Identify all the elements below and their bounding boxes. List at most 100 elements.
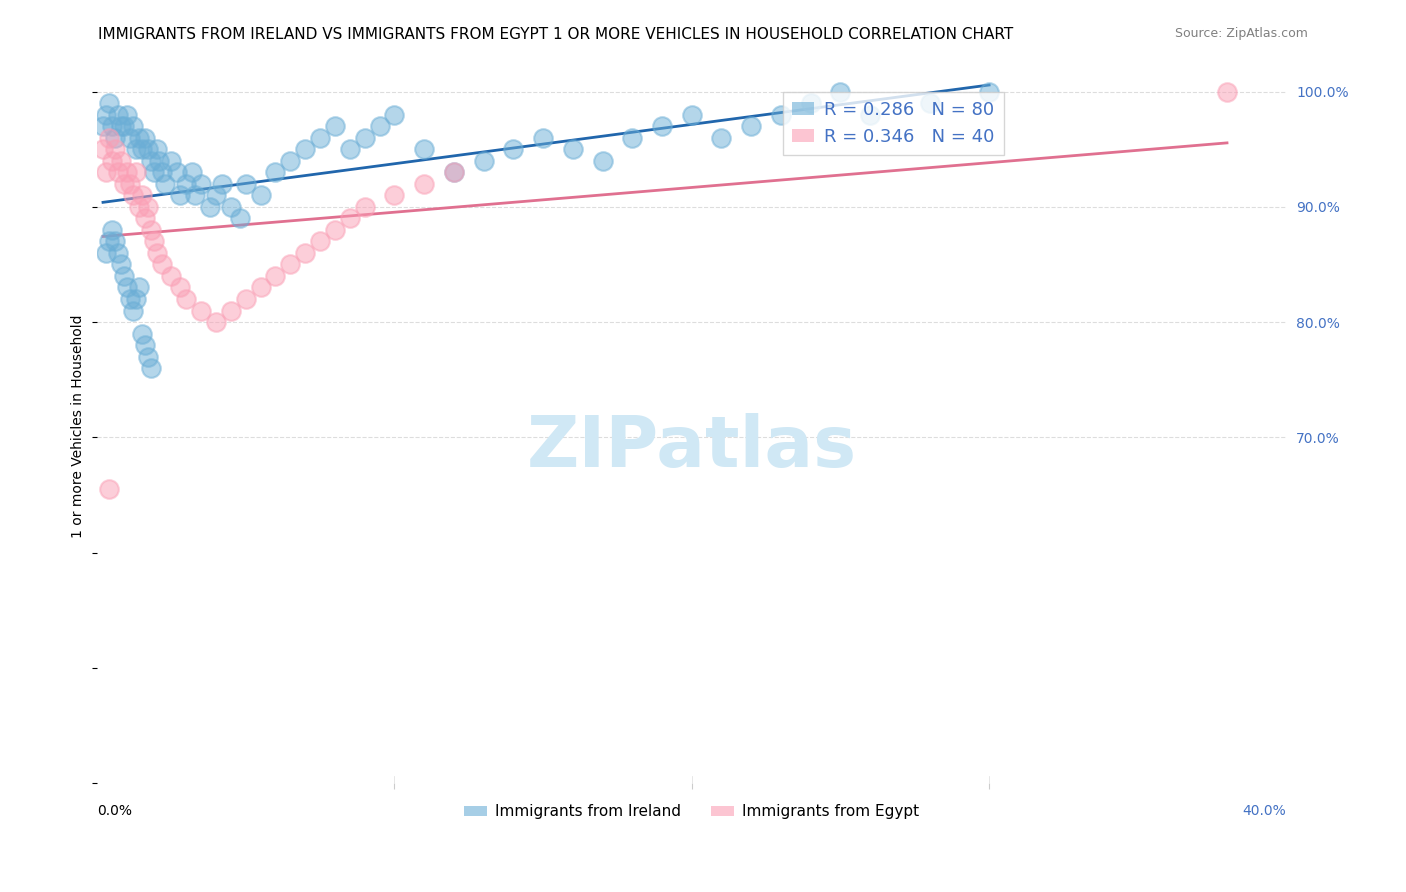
Immigrants from Egypt: [353, 200, 375, 214]
Text: IMMIGRANTS FROM IRELAND VS IMMIGRANTS FROM EGYPT 1 OR MORE VEHICLES IN HOUSEHOLD: IMMIGRANTS FROM IRELAND VS IMMIGRANTS FR…: [98, 27, 1014, 42]
Immigrants from Egypt: [339, 211, 361, 226]
Immigrants from Ireland: [235, 177, 257, 191]
Immigrants from Ireland: [219, 200, 242, 214]
Immigrants from Egypt: [91, 142, 114, 156]
Immigrants from Egypt: [104, 142, 127, 156]
Immigrants from Ireland: [142, 165, 165, 179]
Immigrants from Ireland: [131, 326, 153, 341]
Immigrants from Ireland: [502, 142, 524, 156]
Immigrants from Egypt: [142, 235, 165, 249]
Immigrants from Ireland: [104, 235, 127, 249]
Immigrants from Ireland: [97, 96, 120, 111]
Immigrants from Egypt: [1216, 85, 1239, 99]
Immigrants from Ireland: [830, 85, 852, 99]
Immigrants from Ireland: [278, 153, 301, 168]
Immigrants from Ireland: [115, 107, 138, 121]
Immigrants from Ireland: [309, 130, 332, 145]
Immigrants from Egypt: [169, 280, 191, 294]
Immigrants from Ireland: [190, 177, 212, 191]
Immigrants from Ireland: [125, 142, 148, 156]
Immigrants from Ireland: [152, 165, 174, 179]
Immigrants from Ireland: [339, 142, 361, 156]
Immigrants from Ireland: [136, 142, 159, 156]
Immigrants from Ireland: [531, 130, 554, 145]
Immigrants from Egypt: [125, 165, 148, 179]
Immigrants from Ireland: [136, 350, 159, 364]
Immigrants from Ireland: [205, 188, 228, 202]
Immigrants from Ireland: [112, 119, 135, 133]
Immigrants from Egypt: [152, 257, 174, 271]
Immigrants from Ireland: [145, 142, 167, 156]
Immigrants from Ireland: [472, 153, 495, 168]
Immigrants from Ireland: [229, 211, 252, 226]
Immigrants from Egypt: [94, 165, 117, 179]
Immigrants from Ireland: [110, 257, 132, 271]
Immigrants from Egypt: [278, 257, 301, 271]
Immigrants from Ireland: [166, 165, 188, 179]
Immigrants from Ireland: [710, 130, 733, 145]
Immigrants from Ireland: [107, 107, 129, 121]
Immigrants from Ireland: [198, 200, 221, 214]
Immigrants from Ireland: [184, 188, 207, 202]
Immigrants from Egypt: [131, 188, 153, 202]
Immigrants from Ireland: [118, 130, 141, 145]
Immigrants from Ireland: [294, 142, 316, 156]
Immigrants from Ireland: [651, 119, 673, 133]
Immigrants from Egypt: [121, 188, 143, 202]
Immigrants from Egypt: [384, 188, 406, 202]
Immigrants from Ireland: [148, 153, 170, 168]
Immigrants from Ireland: [91, 119, 114, 133]
Immigrants from Ireland: [681, 107, 703, 121]
Immigrants from Egypt: [145, 246, 167, 260]
Immigrants from Ireland: [139, 153, 162, 168]
Immigrants from Ireland: [128, 280, 150, 294]
Immigrants from Egypt: [115, 165, 138, 179]
Immigrants from Ireland: [125, 292, 148, 306]
Immigrants from Egypt: [112, 177, 135, 191]
Immigrants from Ireland: [181, 165, 204, 179]
Text: ZIPatlas: ZIPatlas: [527, 413, 856, 482]
Immigrants from Ireland: [115, 280, 138, 294]
Immigrants from Ireland: [353, 130, 375, 145]
Legend: Immigrants from Ireland, Immigrants from Egypt: Immigrants from Ireland, Immigrants from…: [458, 798, 925, 825]
Immigrants from Ireland: [104, 130, 127, 145]
Immigrants from Egypt: [205, 315, 228, 329]
Immigrants from Egypt: [249, 280, 271, 294]
Immigrants from Ireland: [94, 107, 117, 121]
Immigrants from Ireland: [621, 130, 644, 145]
Y-axis label: 1 or more Vehicles in Household: 1 or more Vehicles in Household: [72, 314, 86, 538]
Immigrants from Egypt: [107, 165, 129, 179]
Immigrants from Ireland: [211, 177, 233, 191]
Immigrants from Egypt: [97, 482, 120, 496]
Immigrants from Ireland: [174, 177, 197, 191]
Immigrants from Egypt: [443, 165, 465, 179]
Immigrants from Ireland: [121, 119, 143, 133]
Immigrants from Egypt: [413, 177, 436, 191]
Immigrants from Ireland: [740, 119, 762, 133]
Immigrants from Ireland: [134, 338, 156, 352]
Immigrants from Ireland: [112, 268, 135, 283]
Immigrants from Ireland: [769, 107, 792, 121]
Immigrants from Ireland: [169, 188, 191, 202]
Immigrants from Ireland: [131, 142, 153, 156]
Immigrants from Egypt: [118, 177, 141, 191]
Immigrants from Egypt: [160, 268, 183, 283]
Immigrants from Ireland: [101, 119, 124, 133]
Immigrants from Ireland: [918, 96, 941, 111]
Immigrants from Ireland: [139, 361, 162, 376]
Immigrants from Ireland: [121, 303, 143, 318]
Immigrants from Egypt: [219, 303, 242, 318]
Immigrants from Egypt: [136, 200, 159, 214]
Immigrants from Ireland: [368, 119, 391, 133]
Immigrants from Ireland: [384, 107, 406, 121]
Immigrants from Ireland: [101, 223, 124, 237]
Immigrants from Ireland: [160, 153, 183, 168]
Text: Source: ZipAtlas.com: Source: ZipAtlas.com: [1174, 27, 1308, 40]
Immigrants from Egypt: [101, 153, 124, 168]
Immigrants from Egypt: [139, 223, 162, 237]
Immigrants from Ireland: [155, 177, 177, 191]
Immigrants from Ireland: [264, 165, 287, 179]
Immigrants from Ireland: [800, 96, 823, 111]
Immigrants from Ireland: [249, 188, 271, 202]
Immigrants from Egypt: [134, 211, 156, 226]
